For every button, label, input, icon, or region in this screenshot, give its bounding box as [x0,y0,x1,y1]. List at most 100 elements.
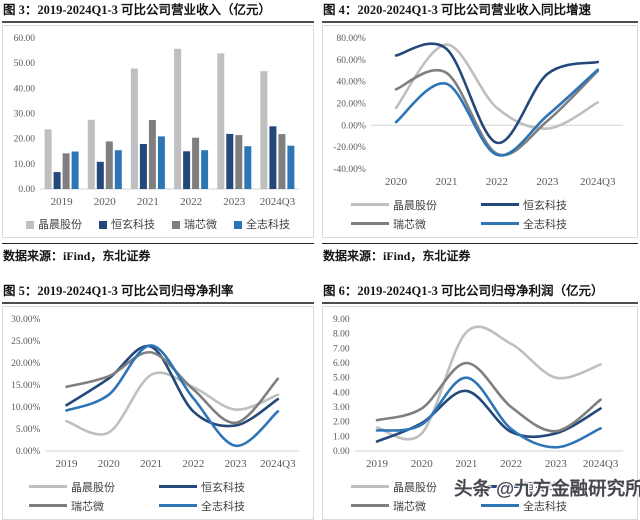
figure-5-legend: 晶晨股份 恒玄科技 瑞芯微 全志科技 [3,473,313,519]
y-tick-label: 50.00 [14,59,36,69]
series-line-瑞芯微 [375,361,602,433]
x-tick-label: 2024Q3 [260,458,296,470]
x-tick-label: 2022 [486,176,508,188]
y-tick-label: -20.00% [333,143,366,153]
y-tick-label: 9.00 [333,315,350,325]
legend-item: 晶晨股份 [26,216,82,232]
x-tick-label: 2021 [137,196,159,208]
legend-label: 晶晨股份 [71,481,115,494]
figure-6-title: 图 6：2019-2024Q1-3 可比公司归母净利润（亿元） [322,282,638,304]
x-tick-label: 2020 [385,176,408,188]
legend-item: 全志科技 [481,216,609,232]
series-line-晶晨股份 [375,325,602,441]
legend-label: 晶晨股份 [393,481,437,494]
legend-label: 恒玄科技 [523,481,567,494]
legend-line-marker-icon [351,203,389,206]
x-tick-label: 2023 [545,458,568,470]
y-tick-label: 30.00% [11,315,40,325]
y-tick-label: 0.00% [341,121,366,131]
series-line-晶晨股份 [65,371,280,436]
y-tick-label: 40.00 [14,84,36,94]
y-tick-label: -40.00% [333,165,366,175]
y-tick-label: 0.00 [18,185,35,195]
series-line-全志科技 [65,344,280,447]
figure-3-legend: 晶晨股份 恒玄科技 瑞芯微 全志科技 [3,211,313,237]
x-tick-label: 2024Q3 [260,196,296,208]
y-tick-label: 8.00 [333,330,350,340]
x-tick-label: 2020 [98,458,121,470]
y-tick-label: 0.00 [333,447,350,457]
legend-label: 瑞芯微 [184,219,217,231]
bar-恒玄科技 [53,172,61,189]
y-tick-label: 2.00 [333,418,350,428]
legend-line-marker-icon [159,485,197,488]
series-line-恒玄科技 [65,344,280,428]
x-tick-label: 2019 [51,196,74,208]
y-tick-label: 3.00 [333,403,350,413]
legend-label: 晶晨股份 [393,199,437,212]
y-tick-label: 10.00 [14,160,36,170]
figure-5: 图 5：2019-2024Q1-3 可比公司归母净利率 0.00% 5.00% 10… [2,282,314,520]
legend-line-marker-icon [481,222,519,225]
bar-瑞芯微 [105,141,113,189]
y-tick-label: 5.00 [333,374,350,384]
legend-square-marker-icon [172,221,180,229]
bar-全志科技 [287,145,295,189]
series-line-全志科技 [375,376,602,449]
y-tick-label: 6.00 [333,359,350,369]
legend-item: 全志科技 [234,216,290,232]
y-tick-label: 15.00% [11,381,40,391]
legend-item: 全志科技 [159,498,287,514]
x-tick-label: 2022 [182,458,204,470]
series-line-全志科技 [394,68,600,157]
y-tick-label: 60.00 [14,34,36,44]
x-tick-label: 2021 [455,458,477,470]
figure-5-plot: 0.00% 5.00% 10.00% 15.00% 20.00% 25.00% 30.00%… [11,315,299,470]
bar-晶晨股份 [130,68,138,189]
legend-line-marker-icon [29,504,67,507]
x-tick-label: 2022 [180,196,202,208]
legend-item: 瑞芯微 [351,498,479,514]
figure-4-title: 图 4：2020-2024Q1-3 可比公司营业收入同比增速 [322,1,638,23]
bar-瑞芯微 [235,135,243,189]
figure-5-chart-box: 0.00% 5.00% 10.00% 15.00% 20.00% 25.00% 30.00%… [2,306,314,520]
x-tick-label: 2021 [140,458,162,470]
figure-4-legend: 晶晨股份 恒玄科技瑞芯微 全志科技 [323,191,637,237]
bar-晶晨股份 [87,119,95,189]
y-tick-label: 0.00% [16,447,41,457]
x-tick-label: 2019 [56,458,79,470]
legend-label: 全志科技 [523,500,567,513]
legend-item: 晶晨股份 [351,479,479,495]
series-line-恒玄科技 [394,42,600,145]
bar-全志科技 [157,136,165,189]
legend-item: 瑞芯微 [172,216,217,232]
legend-item: 瑞芯微 [351,216,479,232]
legend-label: 瑞芯微 [393,218,426,231]
legend-label: 瑞芯微 [393,500,426,513]
legend-line-marker-icon [481,203,519,206]
bar-全志科技 [201,150,209,189]
series-line-瑞芯微 [65,351,280,425]
figure-4-chart-box: -40.00% -20.00% 0.00% 20.00% 40.00% 60.00% 80.… [322,25,638,238]
x-tick-label: 2020 [94,196,117,208]
legend-line-marker-icon [481,504,519,507]
figure-6: 图 6：2019-2024Q1-3 可比公司归母净利润（亿元） 0.00 1.00… [322,282,638,520]
legend-square-marker-icon [234,221,242,229]
legend-item: 恒玄科技 [99,216,155,232]
legend-label: 晶晨股份 [38,219,82,231]
x-tick-label: 2022 [500,458,522,470]
y-tick-label: 25.00% [11,337,40,347]
y-tick-label: 4.00 [333,388,350,398]
series-line-恒玄科技 [375,389,602,443]
y-tick-label: 30.00 [14,110,36,120]
figure-3: 图 3：2019-2024Q1-3 可比公司营业收入（亿元） 0.00 10.00… [2,1,314,264]
legend-label: 恒玄科技 [523,199,567,212]
figure-5-title: 图 5：2019-2024Q1-3 可比公司归母净利率 [2,282,314,304]
y-tick-label: 5.00% [16,425,41,435]
bar-全志科技 [244,146,252,189]
figure-6-legend: 晶晨股份 恒玄科技瑞芯微 全志科技 [323,473,637,519]
figure-3-source: 数据来源：iFind，东北证券 [2,243,314,264]
figure-4-plot: -40.00% -20.00% 0.00% 20.00% 40.00% 60.00% 80.… [333,34,623,188]
bar-瑞芯微 [278,134,286,189]
